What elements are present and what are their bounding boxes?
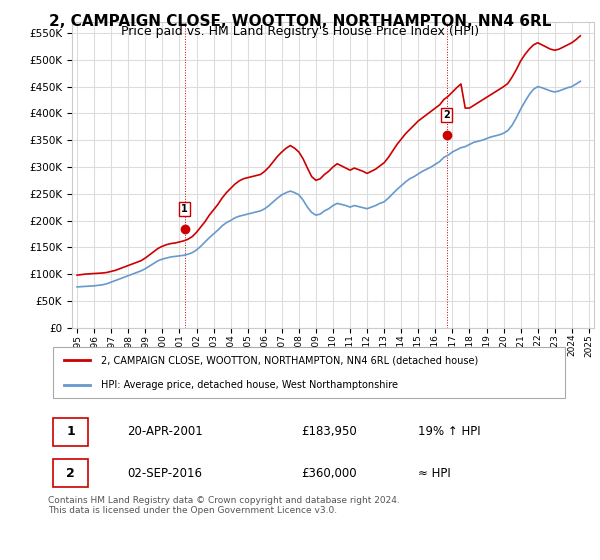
FancyBboxPatch shape	[53, 459, 88, 487]
Text: 2, CAMPAIGN CLOSE, WOOTTON, NORTHAMPTON, NN4 6RL (detached house): 2, CAMPAIGN CLOSE, WOOTTON, NORTHAMPTON,…	[101, 355, 478, 365]
Text: HPI: Average price, detached house, West Northamptonshire: HPI: Average price, detached house, West…	[101, 380, 398, 390]
Text: £360,000: £360,000	[301, 466, 357, 480]
Text: 1: 1	[67, 425, 75, 438]
Text: 2: 2	[443, 110, 450, 120]
Text: 2, CAMPAIGN CLOSE, WOOTTON, NORTHAMPTON, NN4 6RL: 2, CAMPAIGN CLOSE, WOOTTON, NORTHAMPTON,…	[49, 14, 551, 29]
Text: 2: 2	[67, 466, 75, 480]
Text: £183,950: £183,950	[301, 425, 357, 438]
Text: 19% ↑ HPI: 19% ↑ HPI	[418, 425, 480, 438]
Text: Contains HM Land Registry data © Crown copyright and database right 2024.
This d: Contains HM Land Registry data © Crown c…	[48, 496, 400, 515]
Text: 20-APR-2001: 20-APR-2001	[127, 425, 203, 438]
FancyBboxPatch shape	[53, 418, 88, 446]
FancyBboxPatch shape	[53, 347, 565, 398]
Text: ≈ HPI: ≈ HPI	[418, 466, 451, 480]
Text: Price paid vs. HM Land Registry's House Price Index (HPI): Price paid vs. HM Land Registry's House …	[121, 25, 479, 38]
Text: 02-SEP-2016: 02-SEP-2016	[127, 466, 202, 480]
Text: 1: 1	[181, 204, 188, 214]
